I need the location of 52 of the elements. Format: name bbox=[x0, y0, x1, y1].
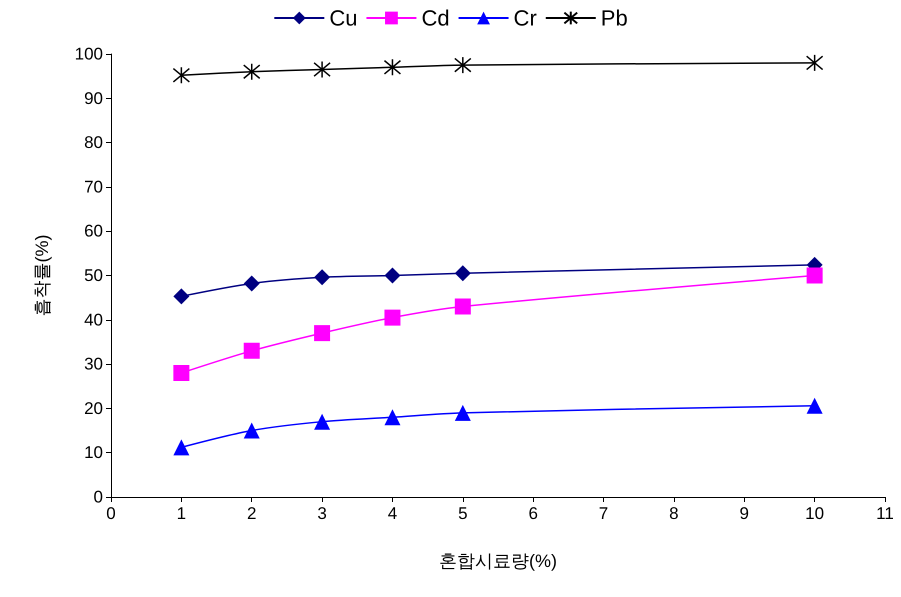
legend-label: Cu bbox=[329, 6, 358, 30]
y-tick-label: 20 bbox=[84, 398, 103, 418]
x-axis-title: 혼합시료량(%) bbox=[439, 551, 557, 571]
point bbox=[173, 439, 190, 456]
point bbox=[314, 269, 330, 286]
point bbox=[806, 54, 824, 72]
legend-label: Cr bbox=[514, 6, 537, 30]
x-tick-label: 9 bbox=[740, 504, 750, 523]
x-tick-label: 5 bbox=[458, 504, 468, 523]
point bbox=[314, 325, 330, 342]
x-tick-label: 6 bbox=[528, 504, 538, 523]
point bbox=[242, 62, 260, 80]
point bbox=[806, 398, 823, 414]
point bbox=[384, 58, 402, 76]
point bbox=[173, 288, 190, 304]
x-tick-label: 11 bbox=[876, 504, 894, 523]
y-tick-label: 30 bbox=[84, 354, 103, 374]
x-tick-label: 10 bbox=[805, 504, 824, 523]
point bbox=[173, 364, 190, 381]
x-tick-label: 4 bbox=[388, 504, 398, 523]
y-tick-label: 70 bbox=[84, 177, 103, 196]
point bbox=[172, 66, 190, 84]
point bbox=[384, 310, 400, 326]
point bbox=[313, 60, 331, 78]
legend-label: Cd bbox=[421, 6, 450, 30]
point bbox=[244, 422, 260, 439]
x-tick-label: 7 bbox=[598, 504, 608, 523]
y-tick-label: 50 bbox=[84, 266, 103, 285]
point bbox=[384, 409, 400, 426]
y-tick-label: 60 bbox=[84, 222, 103, 241]
x-tick-label: 3 bbox=[317, 504, 327, 523]
point bbox=[806, 268, 823, 284]
point bbox=[454, 56, 472, 74]
point bbox=[244, 342, 260, 359]
point bbox=[454, 404, 471, 421]
x-tick-label: 0 bbox=[106, 504, 116, 523]
y-tick-label: 10 bbox=[84, 443, 103, 462]
y-tick-label: 40 bbox=[84, 310, 103, 330]
point bbox=[454, 265, 471, 282]
point bbox=[384, 268, 400, 284]
legend-label: Pb bbox=[600, 6, 628, 30]
y-tick-label: 90 bbox=[84, 88, 103, 108]
x-tick-label: 8 bbox=[669, 504, 679, 523]
y-tick-label: 100 bbox=[74, 44, 103, 64]
y-tick-label: 0 bbox=[94, 488, 103, 506]
y-tick-label: 80 bbox=[84, 133, 103, 152]
point bbox=[244, 275, 260, 292]
point bbox=[454, 298, 471, 315]
y-axis-title: 흡착률(%) bbox=[32, 234, 52, 316]
point bbox=[314, 414, 330, 430]
x-tick-label: 1 bbox=[176, 504, 186, 523]
x-tick-label: 2 bbox=[246, 504, 256, 523]
